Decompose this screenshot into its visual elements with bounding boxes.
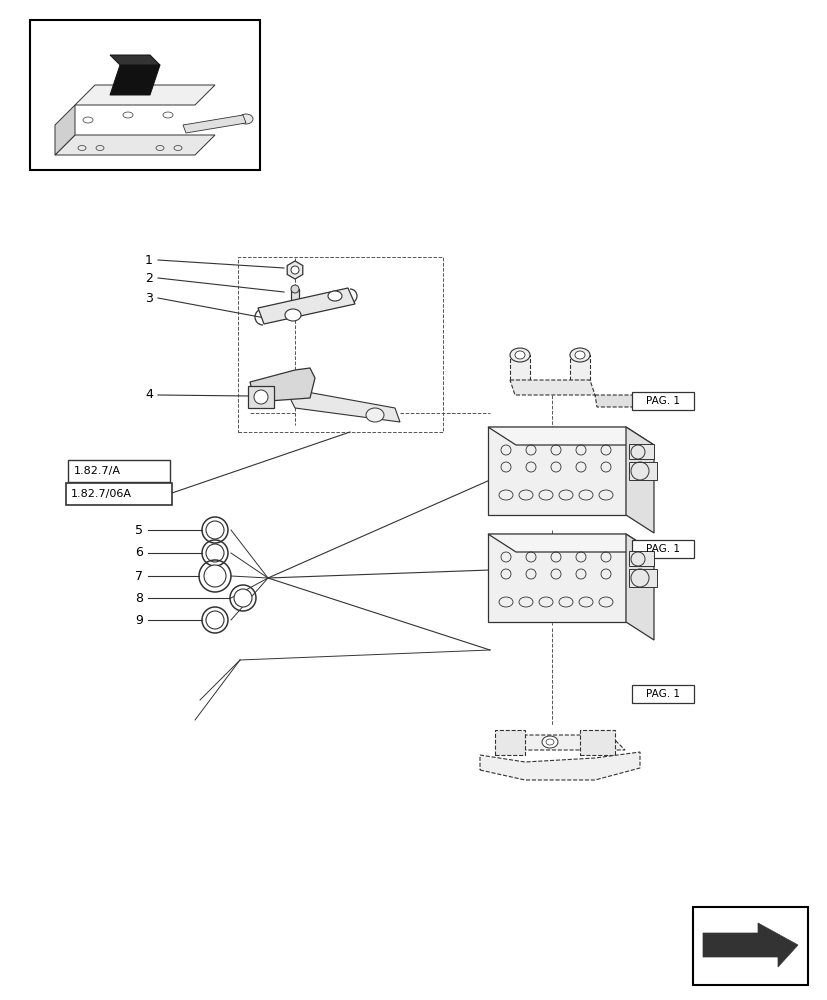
Bar [66,483,172,505]
Bar [290,289,299,305]
Polygon shape [625,427,653,533]
Bar [68,460,170,482]
Ellipse shape [514,351,524,359]
Polygon shape [595,395,641,407]
Bar [629,569,656,587]
Bar [631,685,693,703]
Polygon shape [183,115,246,133]
Bar [248,386,274,408]
Text: 9: 9 [135,613,143,626]
Text: 4: 4 [145,388,153,401]
Polygon shape [55,105,75,155]
Ellipse shape [234,589,251,607]
Text: 3: 3 [145,292,153,304]
Polygon shape [110,65,160,95]
Ellipse shape [290,301,299,309]
Ellipse shape [206,521,224,539]
Polygon shape [509,380,595,395]
Bar [237,257,442,432]
Polygon shape [579,730,614,755]
Polygon shape [487,534,625,622]
Polygon shape [509,355,529,380]
Ellipse shape [206,611,224,629]
Text: 1.82.7/06A: 1.82.7/06A [71,489,131,499]
Polygon shape [284,388,399,422]
Polygon shape [110,55,160,65]
Text: 8: 8 [135,591,143,604]
Polygon shape [75,85,215,105]
Ellipse shape [327,291,342,301]
Ellipse shape [574,351,585,359]
Bar [692,907,807,985]
Ellipse shape [569,348,590,362]
Text: 1: 1 [145,253,153,266]
Ellipse shape [239,114,253,124]
Bar [631,540,693,558]
Bar [629,444,653,459]
Text: PAG. 1: PAG. 1 [645,396,679,406]
Polygon shape [495,730,524,755]
Bar [629,551,653,566]
Polygon shape [55,135,215,155]
Text: 5: 5 [135,524,143,536]
Polygon shape [250,368,314,402]
Polygon shape [487,427,653,445]
Polygon shape [487,427,625,515]
Bar [30,20,260,170]
Polygon shape [480,752,639,780]
Ellipse shape [206,544,224,562]
Text: 7: 7 [135,570,143,582]
Ellipse shape [290,285,299,293]
Bar [631,392,693,410]
Text: PAG. 1: PAG. 1 [645,689,679,699]
Polygon shape [287,261,303,279]
Bar [629,462,656,480]
Polygon shape [258,288,355,324]
Ellipse shape [284,309,301,321]
Ellipse shape [203,565,226,587]
Ellipse shape [254,390,268,404]
Ellipse shape [290,266,299,274]
Ellipse shape [542,736,557,748]
Text: 1.82.7/A: 1.82.7/A [74,466,121,476]
Polygon shape [500,735,624,750]
Polygon shape [487,534,653,552]
Polygon shape [569,355,590,380]
Text: PAG. 1: PAG. 1 [645,544,679,554]
Polygon shape [702,923,797,967]
Ellipse shape [509,348,529,362]
Text: 2: 2 [145,271,153,284]
Text: 6: 6 [135,546,143,560]
Polygon shape [625,534,653,640]
Ellipse shape [366,408,384,422]
